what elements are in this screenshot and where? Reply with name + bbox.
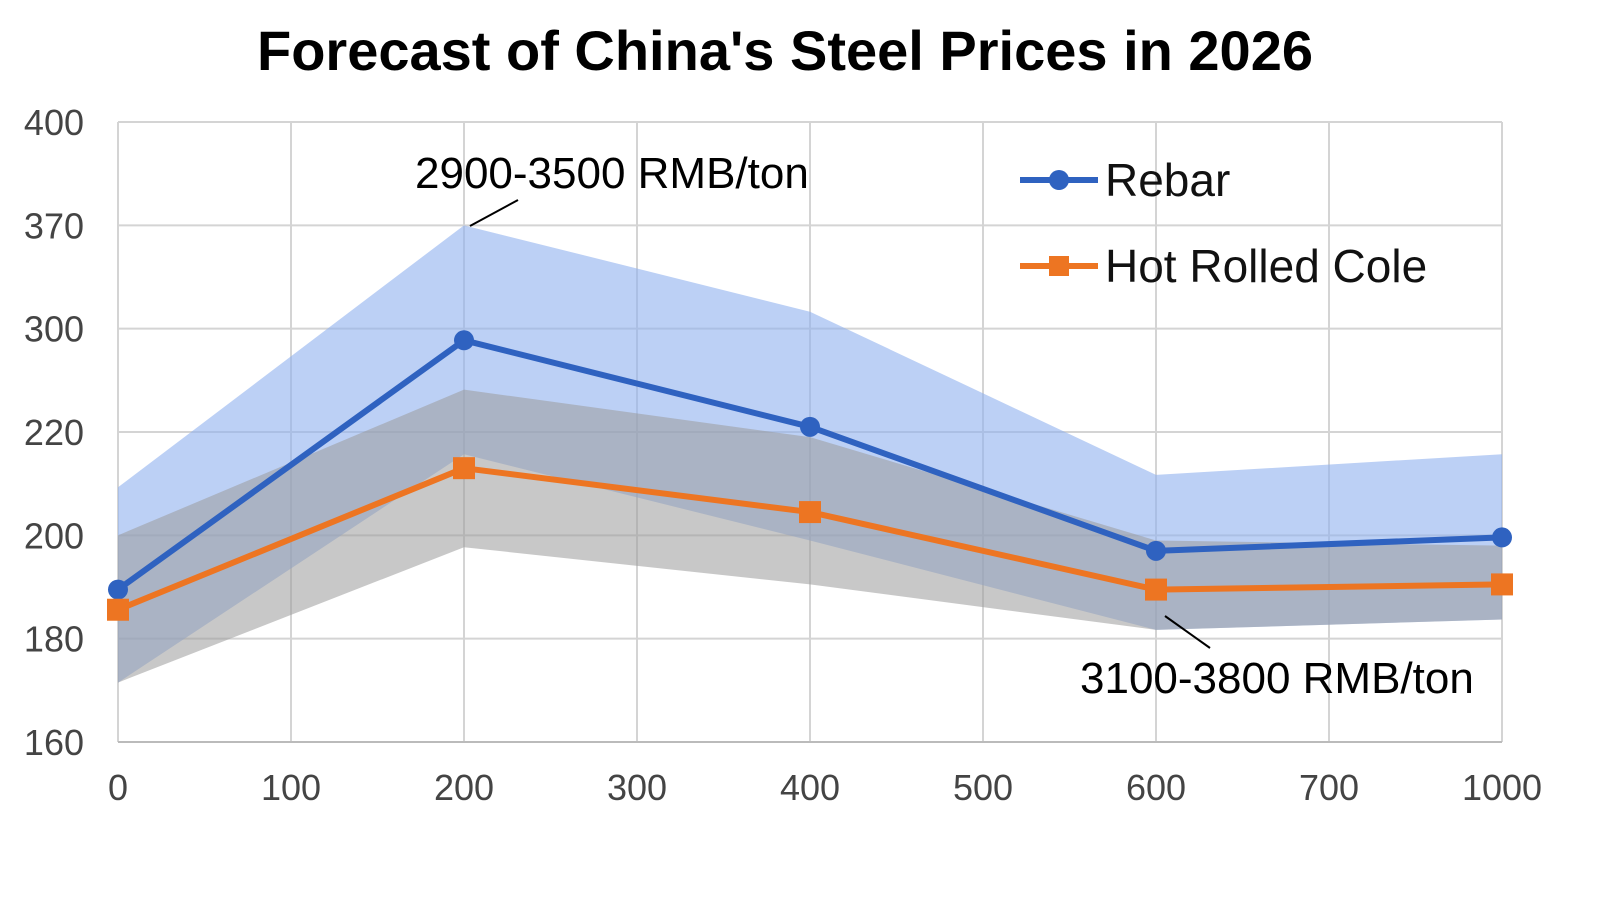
chart-title: Forecast of China's Steel Prices in 2026 <box>257 19 1313 82</box>
data-point <box>800 416 820 437</box>
series-lines <box>107 330 1513 621</box>
x-tick-label: 700 <box>1299 767 1359 808</box>
legend-rebar-marker <box>1049 170 1069 190</box>
data-point <box>453 457 475 480</box>
x-tick-label: 500 <box>953 767 1013 808</box>
annotations: 2900-3500 RMB/ton 3100-3800 RMB/ton <box>415 149 1474 703</box>
x-tick-label: 0 <box>108 767 128 808</box>
x-axis: 0 100 200 300 400 500 600 700 1000 <box>108 767 1542 808</box>
legend: Rebar Hot Rolled Cole <box>1020 154 1427 292</box>
annotation-2: 3100-3800 RMB/ton <box>1080 654 1474 703</box>
annotation-1: 2900-3500 RMB/ton <box>415 149 809 198</box>
x-tick-label: 100 <box>261 767 321 808</box>
x-tick-label: 200 <box>434 767 494 808</box>
data-point <box>454 330 474 351</box>
data-point <box>1145 578 1167 601</box>
y-tick-label: 200 <box>24 515 84 556</box>
data-point <box>1491 573 1513 596</box>
y-tick-label: 300 <box>24 309 84 350</box>
y-tick-label: 400 <box>24 102 84 143</box>
x-tick-label: 1000 <box>1462 767 1542 808</box>
x-tick-label: 300 <box>607 767 667 808</box>
y-tick-label: 220 <box>24 412 84 453</box>
y-tick-label: 180 <box>24 619 84 660</box>
y-tick-label: 370 <box>24 205 84 246</box>
annotation-leader-2 <box>1164 615 1211 649</box>
data-point <box>1492 527 1512 548</box>
legend-hrc-marker <box>1049 256 1069 276</box>
x-tick-label: 600 <box>1126 767 1186 808</box>
data-point <box>108 579 128 600</box>
annotation-leader-1 <box>469 199 519 227</box>
data-point <box>107 598 129 621</box>
data-point <box>799 501 821 524</box>
legend-hrc-label: Hot Rolled Cole <box>1105 240 1427 292</box>
y-tick-label: 160 <box>24 722 84 763</box>
legend-rebar-label: Rebar <box>1105 154 1230 206</box>
y-axis: 160 180 200 220 300 370 400 <box>24 102 84 763</box>
x-tick-label: 400 <box>780 767 840 808</box>
data-point <box>1146 540 1166 561</box>
